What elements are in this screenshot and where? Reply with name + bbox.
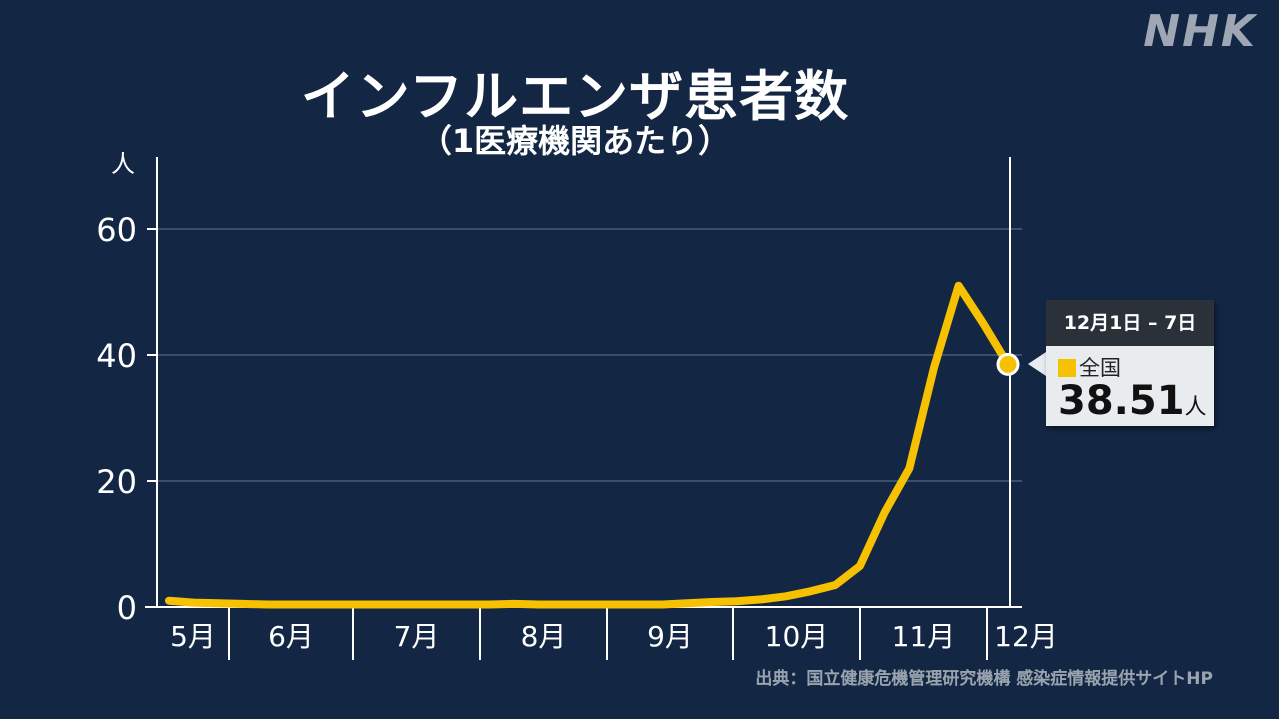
tooltip-pointer xyxy=(1028,352,1046,376)
tooltip-series-label: 全国 xyxy=(1079,356,1121,380)
chart-subtitle: （1医療機関あたり） xyxy=(419,122,731,160)
source-note: 出典：国立健康危機管理研究機構 感染症情報提供サイトHP xyxy=(755,669,1213,689)
nhk-logo: NHK xyxy=(1143,6,1257,57)
x-tick-label: 9月 xyxy=(647,620,693,653)
tooltip-date-range: 12月1日 – 7日 xyxy=(1046,300,1214,346)
x-tick-label: 6月 xyxy=(268,620,314,653)
series-line-national xyxy=(165,281,1012,609)
tooltip-value-number: 38.51 xyxy=(1058,378,1185,424)
x-tick-label: 10月 xyxy=(765,620,829,653)
x-tick-label: 12月 xyxy=(994,620,1058,653)
tooltip-series: 全国 xyxy=(1058,352,1121,382)
latest-data-point xyxy=(996,352,1020,376)
x-tick-label: 8月 xyxy=(521,620,567,653)
x-tick-label: 5月 xyxy=(170,620,216,653)
chart-title: インフルエンザ患者数 xyxy=(300,65,850,128)
y-tick-label: 40 xyxy=(96,337,137,375)
series-swatch-icon xyxy=(1058,359,1076,377)
x-tick-label: 7月 xyxy=(394,620,440,653)
y-tick-label: 60 xyxy=(96,211,137,249)
y-axis-label: 人 xyxy=(111,150,135,178)
x-tick-label: 11月 xyxy=(892,620,956,653)
tooltip-value: 38.51人 xyxy=(1058,378,1207,424)
tooltip-unit: 人 xyxy=(1184,395,1207,420)
y-tick-label: 20 xyxy=(96,463,137,501)
data-tooltip: 12月1日 – 7日 全国 38.51人 xyxy=(1046,300,1214,426)
y-tick-label: 0 xyxy=(117,589,137,627)
